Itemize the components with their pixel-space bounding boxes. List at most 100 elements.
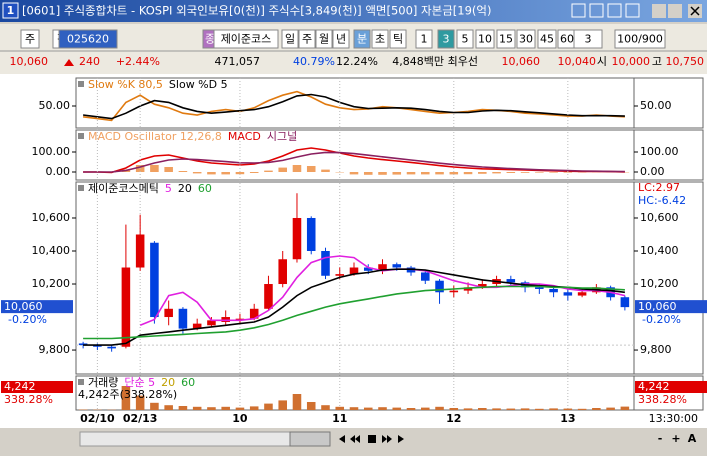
candle-body: [507, 279, 516, 282]
toolbar-label[interactable]: 년: [336, 33, 346, 46]
y-tick-label: 10,600: [640, 211, 679, 224]
candle-body: [136, 234, 145, 267]
oscillator-bar: [236, 172, 245, 174]
candle-body: [578, 292, 587, 295]
panel-icon: [78, 185, 84, 191]
toolbar-label[interactable]: 제이준코스: [221, 33, 272, 46]
volume-bar: [407, 408, 416, 410]
scroll-thumb[interactable]: [290, 432, 330, 446]
legend-entry: 60: [198, 182, 212, 195]
toolbar-label[interactable]: 5: [462, 33, 469, 46]
oscillator-bar: [164, 167, 173, 172]
oscillator-bar: [464, 172, 473, 174]
candle-body: [179, 309, 188, 329]
candle-body: [150, 243, 159, 317]
y-tick-label: 9,800: [39, 343, 71, 356]
oscillator-bar: [492, 172, 501, 173]
candle-body: [293, 218, 302, 259]
oscillator-bar: [278, 168, 287, 172]
oscillator-bar: [549, 172, 558, 173]
toolbar-label[interactable]: 주: [25, 33, 35, 46]
toolbar-label[interactable]: 15: [499, 33, 513, 46]
y-tick-label: 0.00: [46, 165, 71, 178]
volume-bar: [193, 407, 202, 410]
volume-bar: [549, 408, 558, 410]
legend-entry: MACD: [228, 130, 261, 143]
oscillator-bar: [293, 165, 302, 172]
zoom-button[interactable]: -: [658, 432, 663, 445]
volume-bar: [364, 408, 373, 410]
volume-bar: [507, 409, 516, 410]
toolbar-label[interactable]: 3: [585, 33, 592, 46]
toolbar-label[interactable]: 1: [421, 33, 428, 46]
volume-bar: [307, 402, 316, 410]
oscillator-bar: [392, 172, 401, 175]
volume-bar: [293, 394, 302, 410]
toolbar-label[interactable]: 10: [478, 33, 492, 46]
zoom-button[interactable]: +: [671, 432, 680, 445]
volume-readout: 4,242주(338.28%): [78, 388, 177, 401]
toolbar-label[interactable]: 45: [540, 33, 554, 46]
last-volume: 4,242: [4, 380, 36, 393]
volume-bar: [392, 408, 401, 410]
oscillator-bar: [521, 172, 530, 173]
quote-field: 10,060: [502, 55, 541, 68]
candle-body: [621, 297, 630, 307]
x-tick-label: 02/10: [80, 412, 115, 425]
volume-bar: [421, 408, 430, 410]
oscillator-bar: [364, 172, 373, 175]
candle-body: [450, 291, 459, 293]
toolbar-label[interactable]: 3: [443, 33, 450, 46]
toolbar-label[interactable]: 60: [560, 33, 574, 46]
y-tick-label: 100.00: [640, 145, 679, 158]
y-tick-label: 100.00: [32, 145, 71, 158]
legend-entry: 제이준코스메틱: [88, 182, 159, 195]
volume-bar: [450, 408, 459, 410]
oscillator-bar: [435, 172, 444, 174]
oscillator-bar: [307, 166, 316, 172]
toolbar-label[interactable]: 30: [519, 33, 533, 46]
quote-field: 시: [597, 55, 607, 68]
toolbar-label[interactable]: 초: [375, 33, 385, 46]
toolbar-label[interactable]: 일: [285, 32, 295, 46]
candle-body: [264, 284, 273, 309]
candle-body: [321, 251, 330, 276]
last-change: -0.20%: [8, 313, 47, 326]
toolbar-label[interactable]: 025620: [67, 33, 109, 46]
oscillator-bar: [535, 172, 544, 173]
last-price: 10,060: [638, 300, 677, 313]
volume-bar: [350, 407, 359, 410]
panel-icon: [78, 379, 84, 385]
oscillator-bar: [564, 172, 573, 173]
volume-bar: [578, 409, 587, 410]
toolbar-label[interactable]: 틱: [393, 33, 403, 46]
oscillator-bar: [221, 172, 230, 174]
volume-bar: [464, 408, 473, 410]
last-volume-change: 338.28%: [4, 393, 53, 406]
toolbar-label[interactable]: 주: [302, 33, 312, 46]
quote-field: 10,750: [666, 55, 705, 68]
candle-body: [421, 272, 430, 280]
volume-bar: [179, 406, 188, 410]
toolbar-label[interactable]: 월: [319, 33, 329, 46]
toolbar-label[interactable]: 100/900: [617, 33, 663, 46]
zoom-button[interactable]: A: [688, 432, 697, 445]
quote-field: 10,040: [558, 55, 597, 68]
y-tick-label: 9,800: [640, 343, 672, 356]
annotation: LC:2.97: [638, 181, 680, 194]
candle-body: [549, 289, 558, 292]
quote-field: 240: [79, 55, 100, 68]
volume-bar: [164, 405, 173, 410]
volume-bar: [207, 407, 216, 410]
volume-bar: [492, 408, 501, 410]
chart-area: [0, 74, 707, 428]
toolbar-label[interactable]: 분: [357, 33, 367, 46]
oscillator-bar: [193, 172, 202, 173]
panel-icon: [78, 81, 84, 87]
oscillator-bar: [207, 172, 216, 174]
oscillator-bar: [478, 172, 487, 174]
volume-bar: [378, 407, 387, 410]
x-tick-label: 12: [446, 412, 461, 425]
